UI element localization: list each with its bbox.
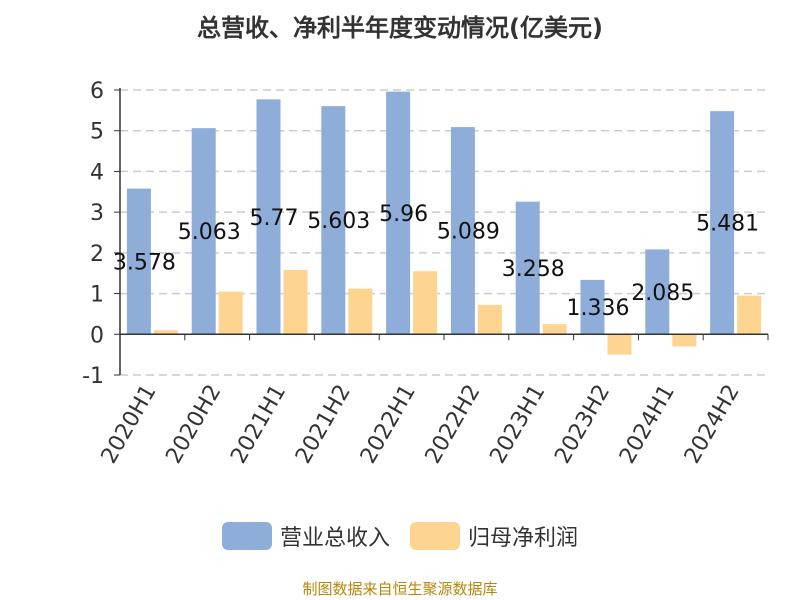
y-tick-label: 3 (90, 201, 104, 226)
bar-profit (607, 334, 632, 355)
x-tick-label: 2024H2 (680, 381, 745, 468)
legend-item-revenue[interactable]: 营业总收入 (221, 520, 390, 552)
data-label: 5.063 (178, 220, 241, 245)
y-tick-label: 6 (90, 79, 104, 104)
data-label: 5.603 (307, 209, 370, 234)
bar-profit (218, 291, 243, 335)
legend-label-revenue: 营业总收入 (279, 526, 390, 551)
bar-profit (348, 288, 373, 335)
bar-revenue (126, 188, 151, 335)
legend-label-profit: 归母净利润 (468, 526, 579, 551)
data-label: 2.085 (631, 281, 694, 306)
x-tick-label: 2021H2 (291, 381, 356, 468)
data-label: 1.336 (567, 296, 630, 321)
bar-revenue (450, 127, 475, 335)
bar-profit (737, 295, 762, 335)
chart-title: 总营收、净利半年度变动情况(亿美元) (197, 14, 603, 42)
y-tick-label: 1 (90, 283, 104, 308)
y-tick-label: -1 (82, 364, 104, 389)
legend-swatch-profit (410, 522, 460, 550)
source-note: 制图数据来自恒生聚源数据库 (302, 580, 498, 598)
x-tick-label: 2024H1 (615, 381, 680, 468)
bar-revenue (191, 128, 216, 335)
y-tick-label: 0 (90, 323, 104, 348)
bar-profit (477, 304, 502, 335)
bar-revenue (710, 111, 735, 335)
legend-item-profit[interactable]: 归母净利润 (410, 520, 578, 552)
x-tick-label: 2023H2 (550, 381, 615, 468)
bar-revenue (386, 91, 411, 335)
data-label: 5.481 (696, 212, 759, 237)
legend: 营业总收入 归母净利润 (0, 520, 800, 552)
bar-profit (153, 330, 178, 335)
y-tick-label: 4 (90, 160, 104, 185)
x-tick-label: 2023H1 (485, 381, 550, 468)
x-tick-label: 2020H1 (97, 381, 162, 468)
y-tick-label: 5 (90, 120, 104, 145)
legend-swatch-revenue (221, 522, 272, 550)
bar-profit (283, 269, 308, 335)
bar-profit (413, 271, 438, 335)
x-tick-label: 2022H2 (421, 381, 486, 468)
bar-revenue (515, 201, 540, 335)
y-tick-label: 2 (90, 242, 104, 267)
bar-revenue (645, 249, 670, 335)
x-tick-label: 2022H1 (356, 381, 421, 468)
x-tick-label: 2020H2 (161, 381, 226, 468)
data-label: 3.578 (113, 250, 176, 275)
bar-profit (542, 324, 567, 335)
data-label: 5.77 (250, 206, 299, 231)
data-label: 3.258 (502, 257, 565, 282)
bar-profit (672, 334, 697, 347)
bar-revenue (256, 99, 281, 335)
bar-revenue (580, 279, 605, 335)
data-label: 5.089 (437, 220, 500, 245)
data-label: 5.96 (379, 202, 428, 227)
x-tick-label: 2021H1 (226, 381, 291, 468)
bar-revenue (321, 106, 346, 335)
